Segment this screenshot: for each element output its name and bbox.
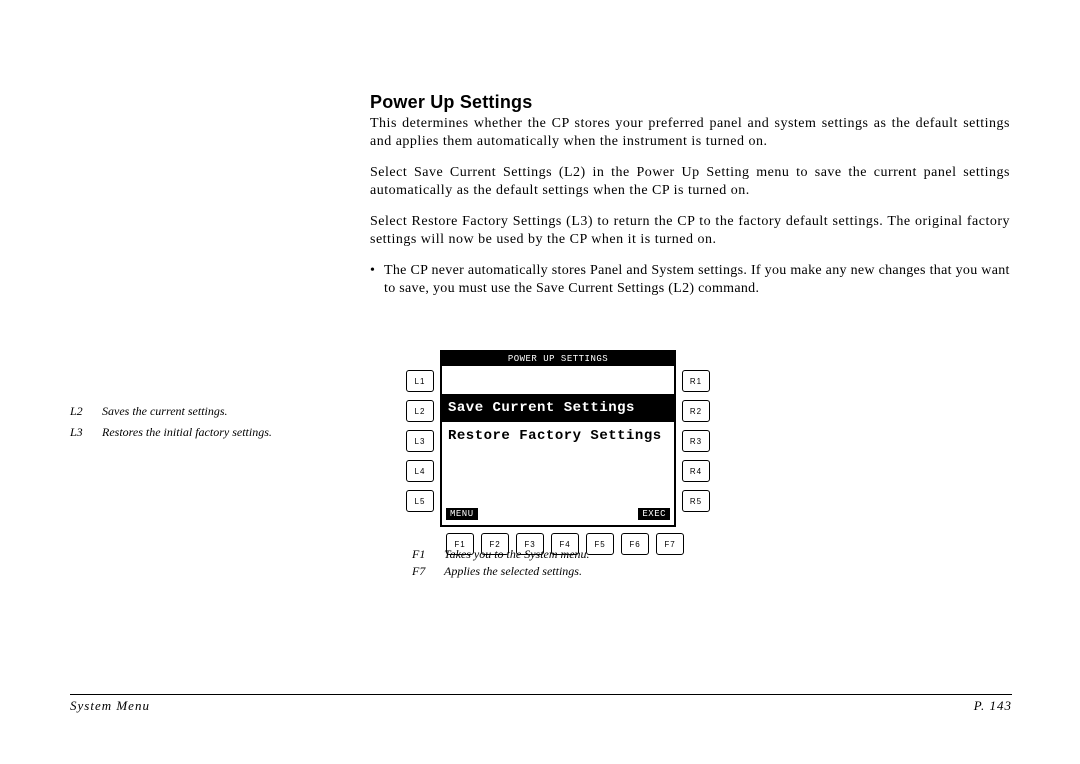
screen-body: Save Current Settings Restore Factory Se… [442, 366, 674, 506]
legend-row-l2: L2 Saves the current settings. [70, 404, 350, 419]
bullet-marker: • [370, 262, 384, 297]
screen-row-text: Restore Factory Settings [448, 428, 662, 444]
document-page: Power Up Settings This determines whethe… [0, 0, 1080, 764]
key-l2: L2 [406, 400, 434, 422]
legend-row-f1: F1 Takes you to the System menu. [412, 547, 712, 562]
bullet-text: The CP never automatically stores Panel … [384, 262, 1010, 297]
legend-row-l3: L3 Restores the initial factory settings… [70, 425, 350, 440]
legend-text: Restores the initial factory settings. [102, 425, 272, 440]
screen-row-4 [442, 450, 674, 478]
key-l4: L4 [406, 460, 434, 482]
key-r4: R4 [682, 460, 710, 482]
paragraph-save: Select Save Current Settings (L2) in the… [370, 164, 1010, 199]
key-r1: R1 [682, 370, 710, 392]
footer-menu-label: MENU [446, 508, 478, 520]
screen-row-5 [442, 478, 674, 506]
key-r3: R3 [682, 430, 710, 452]
device-screen: POWER UP SETTINGS Save Current Settings … [440, 350, 676, 527]
legend-key: F7 [412, 564, 444, 579]
footer-page-number: P. 143 [974, 698, 1012, 714]
section-heading: Power Up Settings [370, 92, 1010, 113]
key-r2: R2 [682, 400, 710, 422]
key-l3: L3 [406, 430, 434, 452]
legend-row-f7: F7 Applies the selected settings. [412, 564, 712, 579]
side-legend: L2 Saves the current settings. L3 Restor… [70, 404, 350, 446]
page-footer: System Menu P. 143 [70, 694, 1012, 714]
screen-row-1 [442, 366, 674, 394]
footer-exec-label: EXEC [638, 508, 670, 520]
screen-footer: MENU EXEC [442, 506, 674, 525]
legend-key: F1 [412, 547, 444, 562]
legend-key: L2 [70, 404, 102, 419]
screen-row-restore: Restore Factory Settings [442, 422, 674, 450]
key-l5: L5 [406, 490, 434, 512]
device-panel-illustration: L1 L2 L3 L4 L5 POWER UP SETTINGS Save Cu… [406, 350, 710, 555]
left-key-column: L1 L2 L3 L4 L5 [406, 350, 434, 512]
legend-text: Applies the selected settings. [444, 564, 582, 579]
footer-section-name: System Menu [70, 698, 150, 714]
right-key-column: R1 R2 R3 R4 R5 [682, 350, 710, 512]
body-text-block: Power Up Settings This determines whethe… [370, 92, 1010, 297]
bullet-item: • The CP never automatically stores Pane… [370, 262, 1010, 297]
screen-title: POWER UP SETTINGS [442, 352, 674, 366]
legend-text: Saves the current settings. [102, 404, 228, 419]
bottom-legend: F1 Takes you to the System menu. F7 Appl… [412, 547, 712, 581]
paragraph-restore: Select Restore Factory Settings (L3) to … [370, 213, 1010, 248]
screen-row-save: Save Current Settings [442, 394, 674, 422]
paragraph-intro: This determines whether the CP stores yo… [370, 115, 1010, 150]
legend-text: Takes you to the System menu. [444, 547, 590, 562]
key-l1: L1 [406, 370, 434, 392]
screen-row-text: Save Current Settings [448, 400, 635, 416]
legend-key: L3 [70, 425, 102, 440]
key-r5: R5 [682, 490, 710, 512]
